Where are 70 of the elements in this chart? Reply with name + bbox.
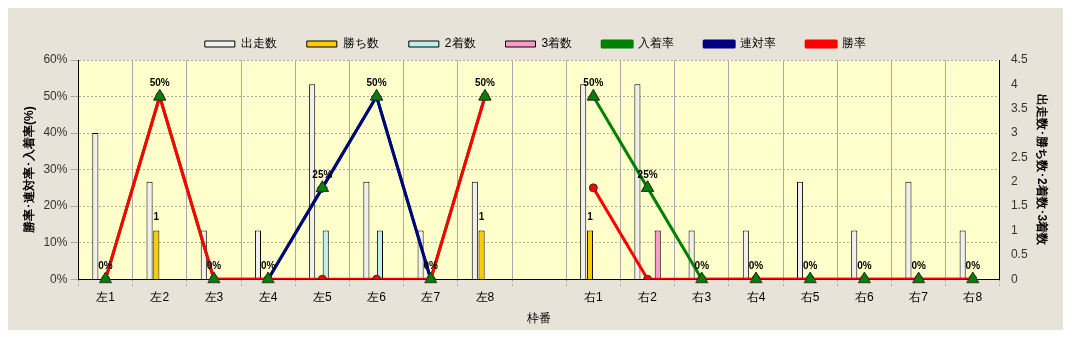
legend-label: 3着数 [541, 36, 573, 51]
point [98, 271, 113, 284]
x-tick-label: 左8 [475, 289, 495, 304]
point [586, 89, 600, 101]
data-label: 50% [474, 77, 496, 89]
data-label: 50% [366, 77, 387, 89]
point [749, 271, 763, 284]
y2-tick-label: 3 [1010, 125, 1018, 140]
y2-tick-label: 0.5 [1010, 247, 1028, 262]
y2-tick-label: 2 [1010, 174, 1018, 189]
y-tick-label: 20% [43, 198, 68, 213]
legend-label: 勝率 [842, 36, 867, 51]
x-tick-label: 左3 [204, 289, 224, 304]
y2-tick-label: 4.5 [1010, 52, 1028, 67]
x-tick-label: 右1 [584, 289, 604, 304]
point [912, 271, 926, 284]
x-axis-title: 枠番 [526, 311, 552, 326]
y2-tick-label: 0 [1010, 271, 1018, 286]
data-label: 50% [149, 77, 170, 89]
x-tick-label: 右6 [855, 289, 875, 304]
x-tick-label: 左2 [150, 289, 170, 304]
data-label: 0% [748, 259, 764, 271]
x-tick-label: 左4 [258, 289, 278, 304]
x-tick-label: 左1 [96, 289, 116, 304]
y2-tick-label: 1 [1010, 222, 1018, 237]
point [424, 271, 438, 284]
y-tick-label: 10% [43, 234, 68, 249]
data-label: 1 [478, 211, 485, 223]
data-label: 1 [153, 211, 160, 223]
x-tick-label: 右2 [638, 289, 658, 304]
point [641, 180, 655, 192]
point [695, 271, 709, 284]
data-label: 0% [911, 259, 926, 271]
point [588, 183, 598, 193]
data-label: 0% [802, 259, 818, 271]
x-tick-label: 右4 [746, 289, 766, 304]
data-label: 0% [694, 259, 710, 271]
x-tick-label: 左6 [367, 289, 387, 304]
y2-axis-title: 出走数･勝ち数･2着数･3着数 [1035, 93, 1050, 247]
data-label: 0% [260, 259, 276, 271]
point [207, 271, 221, 284]
y2-tick-label: 2.5 [1010, 149, 1028, 164]
y2-tick-label: 3.5 [1010, 101, 1028, 116]
point [966, 271, 980, 284]
y-tick-label: 40% [43, 125, 68, 140]
y-tick-label: 0% [50, 271, 68, 286]
x-tick-label: 左7 [421, 289, 441, 304]
legend-label: 連対率 [740, 36, 777, 51]
y-tick-label: 60% [43, 52, 68, 67]
y2-tick-label: 1.5 [1010, 198, 1028, 213]
point [261, 271, 275, 284]
x-tick-label: 右5 [800, 289, 820, 304]
x-tick-label: 右7 [909, 289, 929, 304]
point [857, 271, 871, 284]
data-label: 1 [587, 211, 594, 223]
data-label: 50% [583, 77, 604, 89]
x-tick-label: 右8 [963, 289, 983, 304]
y-tick-label: 30% [43, 161, 68, 176]
data-label: 0% [965, 259, 981, 271]
point [803, 271, 817, 284]
legend-label: 入着率 [638, 36, 675, 51]
y-axis-title: 勝率･連対率･入着率(%) [21, 106, 36, 234]
legend-label: 出走数 [240, 36, 277, 51]
y-tick-label: 50% [43, 88, 68, 103]
legend-label: 2着数 [444, 36, 476, 51]
legend-label: 勝ち数 [342, 36, 379, 51]
x-tick-label: 右3 [692, 289, 712, 304]
y2-tick-label: 4 [1010, 76, 1018, 91]
data-label: 0% [857, 259, 872, 271]
x-tick-label: 左5 [313, 289, 332, 304]
